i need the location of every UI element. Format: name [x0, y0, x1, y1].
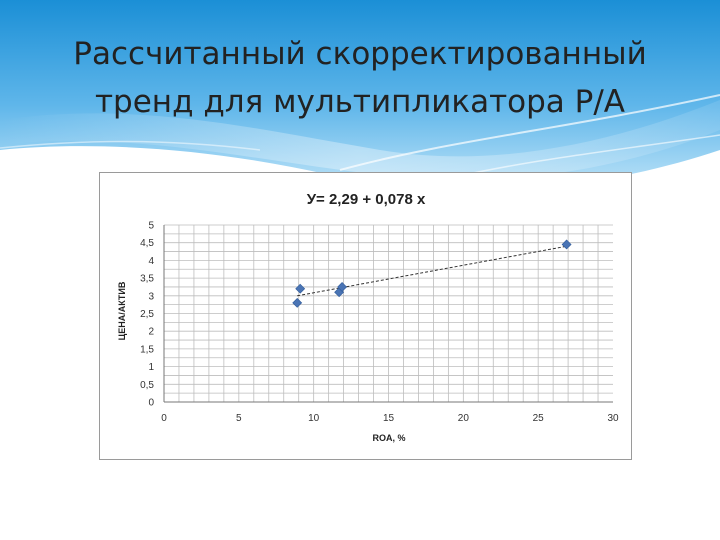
y-tick-label: 5 — [148, 221, 154, 232]
x-tick-label: 25 — [533, 413, 545, 424]
chart-axes — [163, 225, 613, 403]
y-tick-label: 4,5 — [140, 238, 154, 249]
y-tick-label: 3 — [148, 291, 154, 302]
trendline-group — [297, 245, 567, 297]
slide-title: Рассчитанный скорректированный тренд для… — [20, 30, 700, 126]
slide-title-line-2: тренд для мультипликатора Р/А — [95, 84, 625, 120]
x-tick-label: 30 — [607, 413, 619, 424]
chart-title: У= 2,29 + 0,078 x — [307, 191, 426, 208]
data-point — [337, 282, 348, 292]
y-tick-label: 4 — [148, 256, 154, 267]
y-tick-label: 2 — [148, 327, 154, 338]
chart-frame: У= 2,29 + 0,078 x 0 0,5 1 1,5 2 2,5 3 3,5 4 4,5 5 … — [99, 172, 632, 460]
y-axis-title: ЦЕНА/АКТИВ — [117, 281, 127, 340]
x-tick-label: 5 — [236, 413, 242, 424]
header-wave-background — [0, 0, 720, 191]
data-point — [295, 283, 306, 294]
x-tick-label: 0 — [161, 413, 167, 424]
data-points — [292, 239, 572, 308]
data-point — [561, 239, 572, 250]
scatter-chart: У= 2,29 + 0,078 x 00,511,522,533,544,55 … — [117, 191, 619, 443]
y-tick-label: 3,5 — [140, 274, 154, 285]
x-axis-title: ROA, % — [372, 433, 405, 443]
y-tick-labels: 0 0,5 1 1,5 2 2,5 3 3,5 4 4,5 5 — [140, 221, 154, 409]
slide-title-line-1: Рассчитанный скорректированный — [73, 36, 647, 72]
x-tick-label: 15 — [383, 413, 395, 424]
y-tick-label: 0 — [148, 398, 154, 409]
y-tick-label: 2,5 — [140, 309, 154, 320]
trendline — [297, 245, 567, 297]
x-tick-label: 20 — [458, 413, 470, 424]
y-tick-label: 1,5 — [140, 344, 154, 355]
y-tick-label: 0,5 — [140, 380, 154, 391]
x-tick-label: 10 — [308, 413, 320, 424]
y-tick-label: 1 — [148, 362, 154, 373]
chart-grid — [164, 224, 613, 402]
x-tick-labels: 0 5 10 15 20 25 30 — [161, 413, 619, 424]
data-point — [292, 297, 303, 308]
